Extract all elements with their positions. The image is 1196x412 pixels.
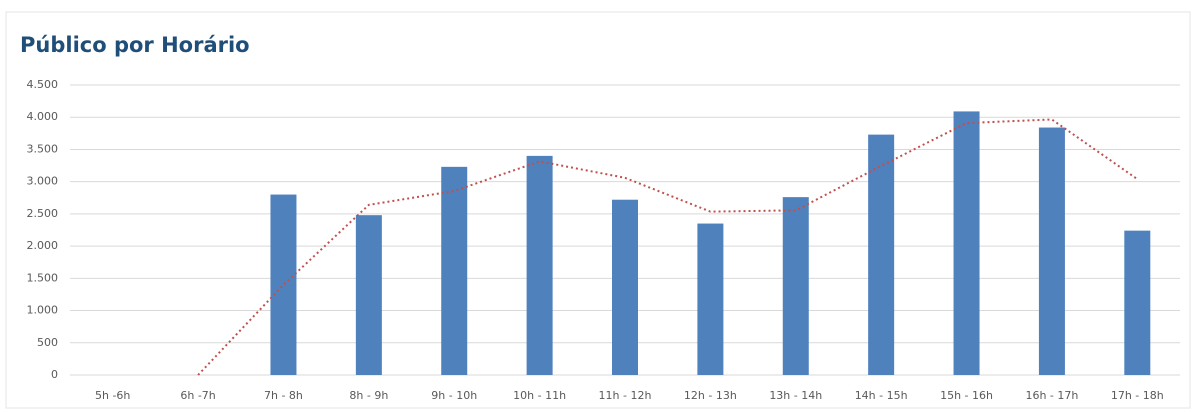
x-tick-label: 14h - 15h [855,389,908,402]
x-tick-label: 17h - 18h [1111,389,1164,402]
bar [270,194,297,375]
x-tick-label: 16h - 17h [1025,389,1078,402]
bar [782,197,809,375]
y-tick-label: 4.000 [27,110,59,123]
y-tick-label: 0 [51,368,58,381]
x-tick-label: 11h - 12h [599,389,652,402]
y-tick-label: 4.500 [27,78,59,91]
bar [697,223,724,375]
bar [526,155,553,375]
bar [355,215,382,375]
x-tick-label: 6h -7h [180,389,215,402]
y-tick-label: 3.000 [27,175,59,188]
x-tick-label: 10h - 11h [513,389,566,402]
bar [441,166,468,375]
bar [1038,127,1065,376]
x-tick-label: 8h - 9h [349,389,388,402]
chart-title: Público por Horário [20,33,250,57]
x-tick-label: 12h - 13h [684,389,737,402]
trend-line [197,118,1138,376]
bar [868,134,895,375]
x-tick-label: 9h - 10h [431,389,477,402]
chart-frame [5,11,1191,409]
x-tick-label: 13h - 14h [769,389,822,402]
bar [953,111,980,375]
x-tick-label: 15h - 16h [940,389,993,402]
y-tick-label: 500 [37,336,58,349]
x-tick-label: 5h -6h [95,389,130,402]
bar [1124,230,1151,375]
bar [612,199,638,375]
y-tick-label: 1.000 [27,304,59,317]
y-tick-label: 1.500 [27,271,59,284]
y-tick-label: 2.500 [27,207,59,220]
y-tick-label: 3.500 [27,142,59,155]
y-tick-label: 2.000 [27,239,59,252]
x-tick-label: 7h - 8h [264,389,303,402]
